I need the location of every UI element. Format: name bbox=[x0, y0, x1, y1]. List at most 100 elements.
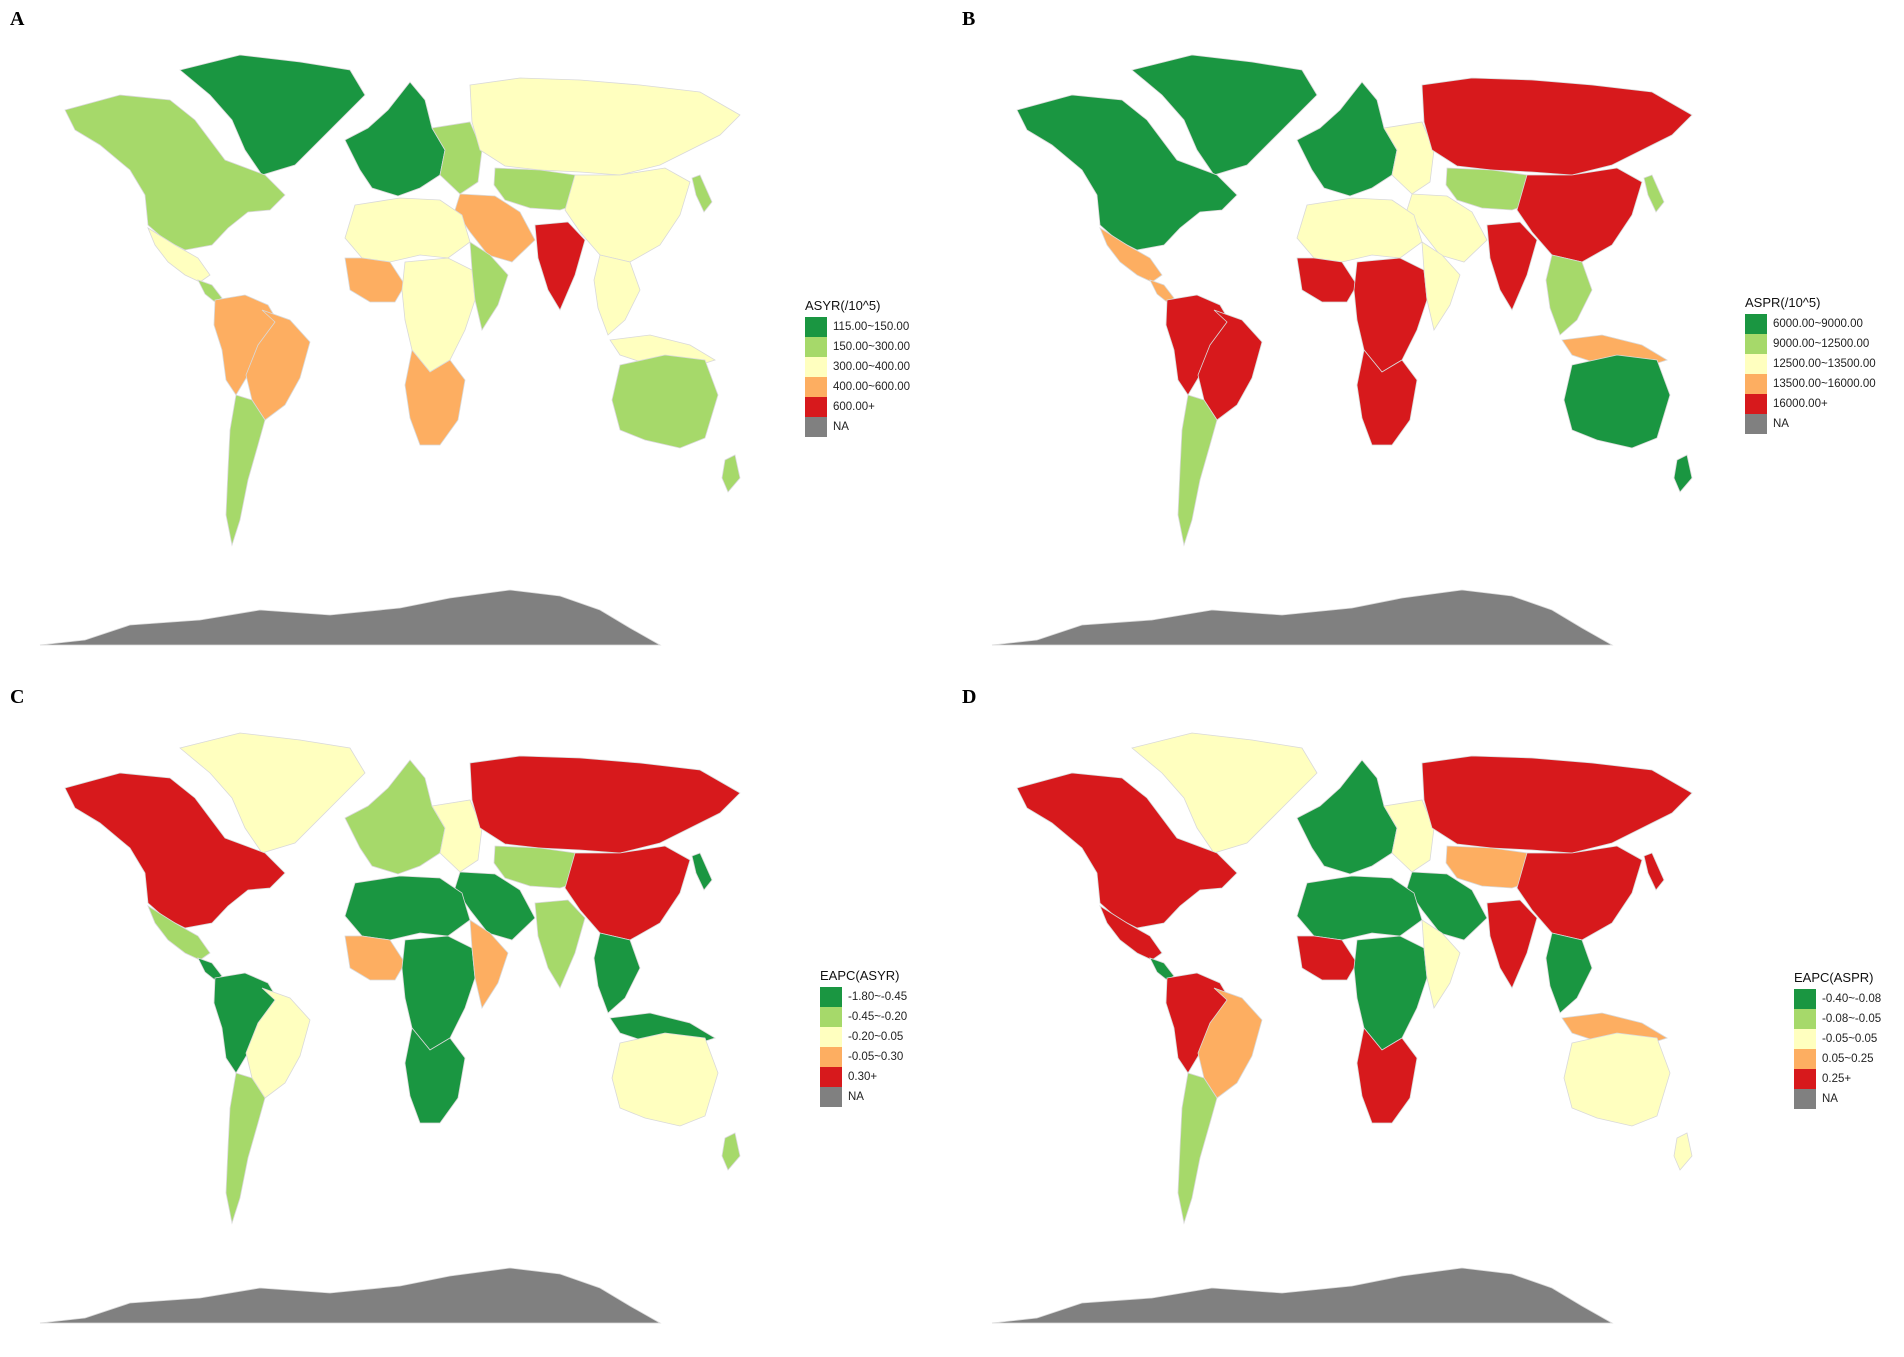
region-jp bbox=[1643, 174, 1665, 213]
legend-item: 600.00+ bbox=[805, 397, 910, 417]
legend-swatch bbox=[1794, 1089, 1816, 1109]
region-cn bbox=[564, 845, 691, 941]
region-af-w bbox=[1296, 257, 1358, 303]
legend-swatch bbox=[820, 1067, 842, 1087]
legend-item: 115.00~150.00 bbox=[805, 317, 910, 337]
region-eu-e bbox=[1383, 121, 1435, 195]
legend-item: NA bbox=[805, 417, 910, 437]
region-af-e bbox=[469, 919, 509, 1010]
legend-swatch bbox=[1745, 374, 1767, 394]
legend-label: -0.05~0.05 bbox=[1822, 1033, 1878, 1045]
legend-item: 9000.00~12500.00 bbox=[1745, 334, 1876, 354]
region-ru bbox=[469, 755, 741, 854]
region-nz bbox=[1673, 1132, 1693, 1171]
legend-swatch bbox=[820, 1087, 842, 1107]
region-au bbox=[611, 1032, 719, 1127]
legend-item: 300.00~400.00 bbox=[805, 357, 910, 377]
world-map bbox=[39, 54, 741, 646]
region-na bbox=[64, 94, 286, 251]
legend-label: 150.00~300.00 bbox=[833, 341, 911, 353]
legend-title: EAPC(ASYR) bbox=[820, 968, 900, 983]
region-af-s bbox=[1356, 1027, 1418, 1124]
region-sa-s bbox=[225, 1072, 266, 1225]
region-sa-s bbox=[1177, 394, 1218, 547]
legend-item: 150.00~300.00 bbox=[805, 337, 910, 357]
legend-swatch bbox=[805, 317, 827, 337]
world-map bbox=[991, 54, 1693, 646]
legend-item: 0.30+ bbox=[820, 1067, 907, 1087]
legend-label: 400.00~600.00 bbox=[833, 381, 911, 393]
region-in bbox=[534, 221, 586, 311]
map-legend: EAPC(ASPR) -0.40~-0.08 -0.08~-0.05 -0.05~0… bbox=[1794, 970, 1881, 1109]
legend-label: -0.45~-0.20 bbox=[848, 1011, 908, 1023]
region-af-n bbox=[1296, 875, 1423, 941]
legend-swatch bbox=[805, 397, 827, 417]
legend-label: -0.08~-0.05 bbox=[1822, 1013, 1882, 1025]
panel-letter: B bbox=[962, 8, 976, 30]
region-sea bbox=[593, 932, 641, 1014]
region-gl bbox=[179, 732, 366, 854]
legend-swatch bbox=[820, 1027, 842, 1047]
panel-letter: C bbox=[10, 686, 25, 708]
legend-swatch bbox=[820, 1047, 842, 1067]
region-na bbox=[1016, 94, 1238, 251]
legend-items: 115.00~150.00 150.00~300.00 300.00~400.00 4… bbox=[805, 317, 910, 437]
region-af-n bbox=[344, 875, 471, 941]
legend-swatch bbox=[1794, 989, 1816, 1009]
land-shapes bbox=[39, 54, 741, 646]
legend-label: 13500.00~16000.00 bbox=[1773, 378, 1876, 390]
legend-item: -0.05~0.05 bbox=[1794, 1029, 1881, 1049]
region-eu-e bbox=[1383, 799, 1435, 873]
legend-item: 16000.00+ bbox=[1745, 394, 1876, 414]
legend-swatch bbox=[1745, 354, 1767, 374]
region-in bbox=[1486, 899, 1538, 989]
region-au bbox=[1563, 354, 1671, 449]
legend-label: -0.05~0.30 bbox=[848, 1051, 904, 1063]
region-na bbox=[1016, 772, 1238, 929]
legend-swatch bbox=[805, 417, 827, 437]
legend-item: -1.80~-0.45 bbox=[820, 987, 907, 1007]
region-au bbox=[1563, 1032, 1671, 1127]
map-legend: ASPR(/10^5) 6000.00~9000.00 9000.00~12500… bbox=[1745, 295, 1876, 434]
map-panel-d: D EAPC(ASPR) -0.40~-0.08 -0.08~-0.05 -0.05… bbox=[952, 678, 1904, 1356]
region-sa-s bbox=[1177, 1072, 1218, 1225]
region-ca-as bbox=[1445, 845, 1543, 889]
legend-items: 6000.00~9000.00 9000.00~12500.00 12500.00~… bbox=[1745, 314, 1876, 434]
region-ca bbox=[197, 279, 223, 303]
legend-title: ASPR(/10^5) bbox=[1745, 295, 1821, 310]
legend-swatch bbox=[1794, 1029, 1816, 1049]
panel-letter: A bbox=[10, 8, 25, 30]
region-nz bbox=[1673, 454, 1693, 493]
map-panel-b: B ASPR(/10^5) 6000.00~9000.00 9000.00~125… bbox=[952, 0, 1904, 678]
legend-item: 12500.00~13500.00 bbox=[1745, 354, 1876, 374]
region-sa-s bbox=[225, 394, 266, 547]
region-ca bbox=[197, 957, 223, 981]
region-antarctica bbox=[39, 589, 662, 646]
region-af-e bbox=[1421, 241, 1461, 332]
region-af-e bbox=[1421, 919, 1461, 1010]
legend-swatch bbox=[820, 1007, 842, 1027]
map-panel-a: A ASYR(/10^5) 115.00~150.00 150.00~300.00… bbox=[0, 0, 952, 678]
legend-items: -0.40~-0.08 -0.08~-0.05 -0.05~0.05 0.05~0.2… bbox=[1794, 989, 1881, 1109]
legend-swatch bbox=[1794, 1049, 1816, 1069]
region-af-n bbox=[1296, 197, 1423, 263]
region-ru bbox=[1421, 755, 1693, 854]
region-ca-as bbox=[1445, 167, 1543, 211]
legend-swatch bbox=[1794, 1009, 1816, 1029]
legend-item: -0.08~-0.05 bbox=[1794, 1009, 1881, 1029]
region-af-s bbox=[404, 1027, 466, 1124]
region-af-w bbox=[344, 257, 406, 303]
legend-item: -0.05~0.30 bbox=[820, 1047, 907, 1067]
legend-item: 13500.00~16000.00 bbox=[1745, 374, 1876, 394]
legend-item: 6000.00~9000.00 bbox=[1745, 314, 1876, 334]
region-cn bbox=[1516, 845, 1643, 941]
region-af-w bbox=[1296, 935, 1358, 981]
world-map bbox=[991, 732, 1693, 1324]
region-nz bbox=[721, 1132, 741, 1171]
region-gl bbox=[1131, 54, 1318, 176]
legend-swatch bbox=[805, 357, 827, 377]
region-gl bbox=[179, 54, 366, 176]
region-ca bbox=[1149, 957, 1175, 981]
land-shapes bbox=[39, 732, 741, 1324]
region-af-e bbox=[469, 241, 509, 332]
